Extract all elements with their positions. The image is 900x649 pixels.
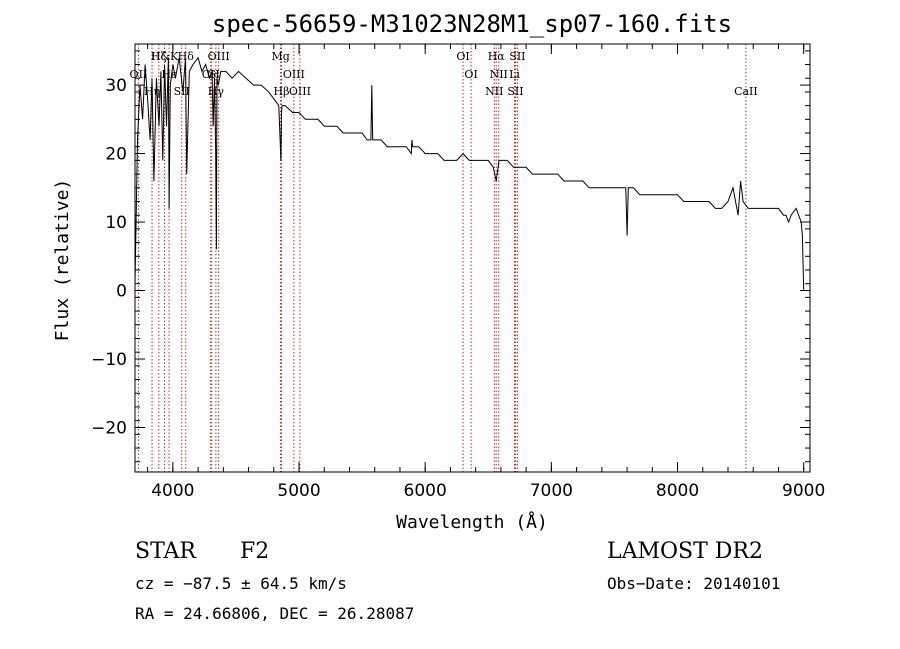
x-tick-label: 6000	[404, 481, 447, 501]
chart-title: spec-56659-M31023N28M1_sp07-160.fits	[212, 10, 732, 38]
x-axis-label: Wavelength (Å)	[396, 511, 548, 533]
line-marker-label: NII	[485, 85, 503, 98]
line-marker-label: OI	[456, 50, 469, 63]
line-marker-label: Hδ	[178, 50, 195, 63]
spectral-line-markers	[137, 44, 747, 472]
line-marker-label: Hα	[488, 50, 506, 63]
x-tick-label: 8000	[656, 481, 699, 501]
y-tick-label: 30	[105, 76, 127, 96]
line-marker-label: Mg	[271, 50, 289, 63]
spectral-line-labels: H&KOIIHηHζHεSIIHδCHHγOIIIGHβMgOIIIOIIIOI…	[130, 50, 758, 98]
y-axis-ticks: −20 −10 0 10 20 30	[91, 50, 810, 463]
line-marker-label: CaII	[734, 85, 758, 98]
line-marker-label: OIII	[283, 68, 305, 81]
y-tick-label: −10	[91, 350, 127, 370]
line-marker-label: SII	[509, 50, 525, 63]
y-tick-label: −20	[91, 418, 127, 438]
spectrum-line	[134, 56, 805, 291]
line-marker-label: OIII	[208, 50, 230, 63]
line-marker-label: H&K	[151, 50, 179, 63]
line-marker-label: OII	[130, 68, 148, 81]
x-tick-label: 5000	[277, 481, 320, 501]
line-marker-label: SII	[507, 85, 523, 98]
line-marker-label: Hγ	[208, 85, 225, 98]
object-class: STAR	[135, 539, 197, 564]
coordinates: RA = 24.66806, DEC = 26.28087	[135, 604, 414, 623]
line-marker-label: Hβ	[274, 85, 290, 98]
y-tick-label: 20	[105, 145, 127, 165]
y-tick-label: 0	[116, 282, 127, 302]
object-subclass: F2	[240, 539, 269, 564]
line-marker-label: NII	[490, 68, 508, 81]
x-tick-label: 9000	[782, 481, 825, 501]
line-marker-label: Hζ	[151, 50, 167, 63]
plot-frame	[134, 43, 811, 473]
x-tick-label: 4000	[151, 481, 194, 501]
line-marker-label: Li	[509, 68, 520, 81]
observation-date: Obs−Date: 20140101	[607, 574, 780, 593]
line-marker-label: OI	[464, 68, 477, 81]
x-axis-ticks: 4000 5000 6000 7000 8000 9000	[147, 44, 825, 501]
redshift-cz: cz = −87.5 ± 64.5 km/s	[135, 574, 347, 593]
line-marker-label: SII	[174, 85, 190, 98]
line-marker-label: OIII	[289, 85, 311, 98]
y-tick-label: 10	[105, 213, 127, 233]
x-tick-label: 7000	[530, 481, 573, 501]
survey-name: LAMOST DR2	[607, 539, 763, 564]
y-axis-label: Flux (relative)	[52, 179, 73, 342]
